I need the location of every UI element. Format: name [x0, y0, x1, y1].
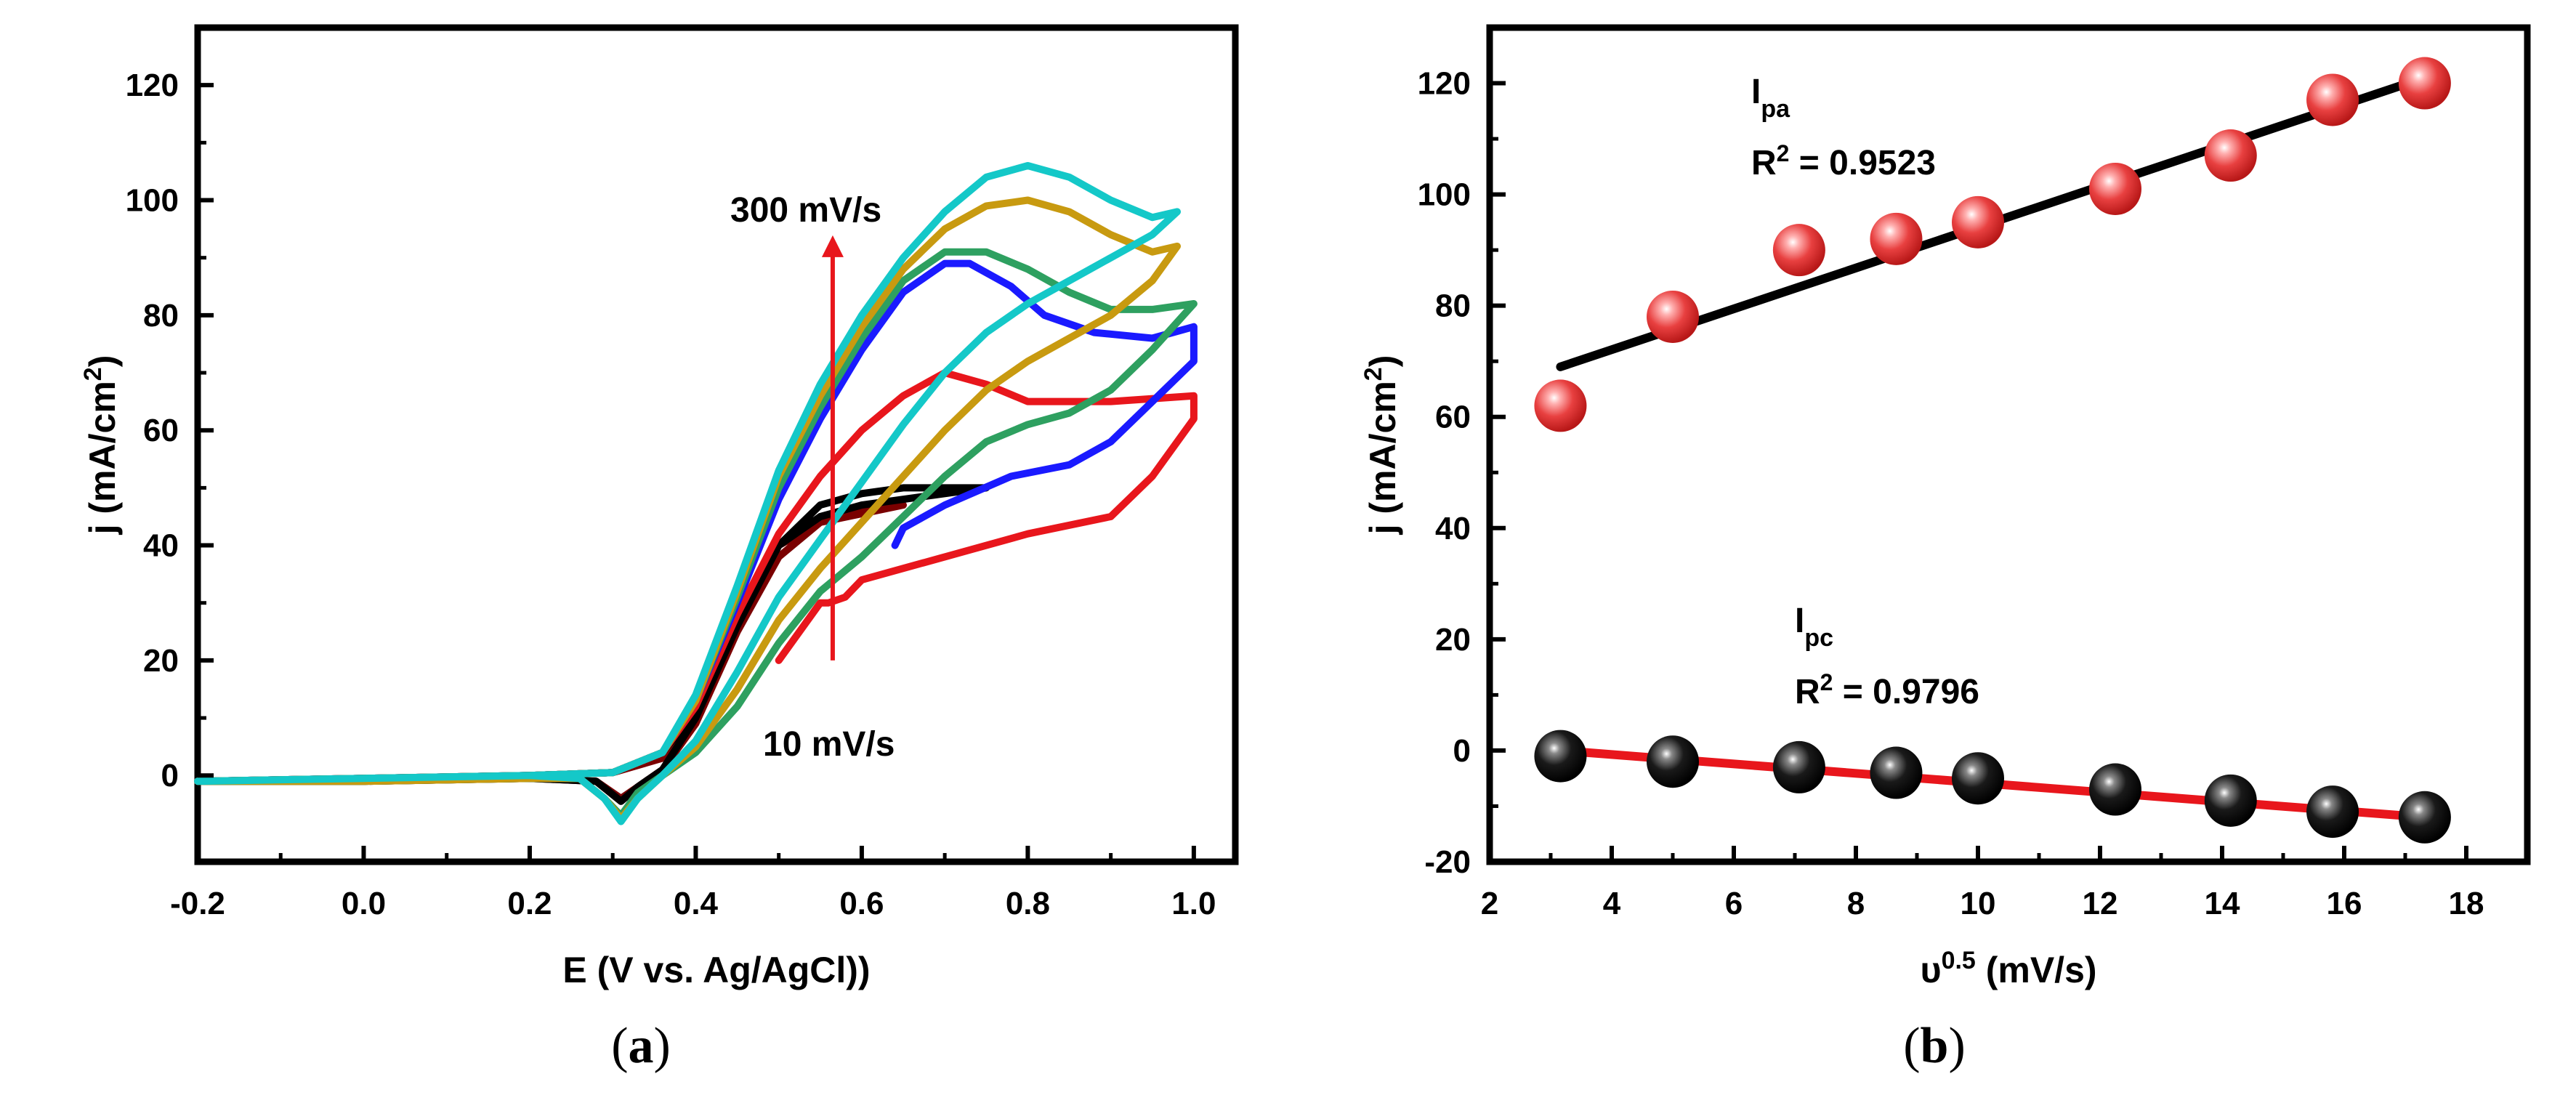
data-point-ipa: [2089, 162, 2141, 215]
data-point-ipa: [1772, 224, 1825, 277]
data-point-ipa: [2398, 57, 2451, 110]
panel-a-y-tick-label: 120: [126, 68, 179, 103]
data-point-ipc: [1772, 740, 1825, 793]
panel-b-x-tick-label: 6: [1725, 886, 1743, 921]
annotation-10-mvs: 10 mV/s: [763, 725, 895, 764]
panel-b-x-tick-label: 10: [1961, 886, 1996, 921]
panel-a-y-tick-label: 80: [143, 298, 179, 334]
panel-b-y-tick-label: 120: [1418, 66, 1471, 102]
panel-b-fit-lines: [1556, 73, 2429, 822]
data-point-ipa: [1534, 379, 1587, 432]
panel-a-cyclic-voltammogram: -0.2 0.0 0.2 0.4 0.6 0.8 1.0 0 20 40 60 80 100 120 3…: [79, 24, 1239, 1074]
panel-b-current-vs-sqrt-scan-rate: 2 4 6 8 10 12 14 16 18 -20 0 20 40 60 80 100 120 Ipa R2…: [1360, 24, 2531, 1074]
panel-b-plot-frame: [1486, 24, 2531, 865]
data-point-ipa: [2306, 73, 2359, 126]
panel-b-x-tick-label: 2: [1481, 886, 1498, 921]
panel-a-y-ticks: 0 20 40 60 80 100 120: [126, 68, 214, 793]
data-point-ipc: [1952, 752, 2004, 805]
panel-b-x-axis-title: υ0.5 (mV/s): [1920, 947, 2096, 990]
cv-curve-300-mv-s: [194, 162, 1181, 825]
panel-a-y-tick-label: 100: [126, 183, 179, 219]
data-point-ipc: [1647, 735, 1699, 788]
panel-b-y-ticks: -20 0 20 40 60 80 100 120: [1418, 66, 1506, 880]
panel-b-y-tick-label: 20: [1435, 622, 1471, 658]
data-point-ipc: [2306, 785, 2359, 839]
panel-b-y-axis-title: j (mA/cm2): [1360, 355, 1403, 536]
data-point-ipc: [1534, 730, 1587, 783]
panel-b-x-tick-label: 18: [2449, 886, 2484, 921]
panel-a-x-tick-label: 0.2: [507, 886, 552, 921]
panel-b-x-tick-label: 12: [2083, 886, 2118, 921]
panel-b-x-ticks: 2 4 6 8 10 12 14 16 18: [1481, 846, 2484, 921]
panel-a-x-ticks: -0.2 0.0 0.2 0.4 0.6 0.8 1.0: [170, 846, 1216, 921]
panel-a-y-tick-label: 20: [143, 643, 179, 679]
panel-b-caption: (b): [1903, 1018, 1966, 1074]
panel-b-y-tick-label: -20: [1424, 844, 1471, 880]
panel-a-x-tick-label: -0.2: [170, 886, 225, 921]
panel-b-data-points: [1534, 57, 2451, 844]
panel-a-plot-frame: [194, 24, 1239, 865]
data-point-ipc: [1870, 746, 1923, 799]
panel-b-y-tick-label: 0: [1453, 733, 1471, 769]
panel-b-y-tick-label: 60: [1435, 400, 1471, 435]
data-point-ipa: [1647, 290, 1699, 343]
panel-b-x-tick-label: 16: [2327, 886, 2362, 921]
panel-a-x-tick-label: 0.4: [674, 886, 719, 921]
data-point-ipc: [2089, 763, 2141, 816]
data-point-ipa: [2204, 129, 2257, 182]
panel-a-y-tick-label: 0: [161, 758, 179, 793]
data-point-ipc: [2398, 791, 2451, 844]
panel-b-x-tick-label: 14: [2205, 886, 2240, 921]
ipc-label: Ipc: [1795, 602, 1833, 652]
panel-a-x-tick-label: 0.0: [342, 886, 386, 921]
panel-a-x-axis-title: E (V vs. Ag/AgCl)): [562, 950, 870, 990]
data-point-ipa: [1952, 195, 2004, 249]
panel-b-y-tick-label: 100: [1418, 177, 1471, 213]
panel-b-x-tick-label: 4: [1603, 886, 1621, 921]
ipc-r2-label: R2 = 0.9796: [1795, 669, 1979, 711]
panel-a-y-tick-label: 40: [143, 528, 179, 564]
panel-a-x-tick-label: 0.8: [1006, 886, 1050, 921]
panel-a-y-tick-label: 60: [143, 413, 179, 448]
ipa-r2-label: R2 = 0.9523: [1751, 140, 1936, 182]
annotation-300-mvs: 300 mV/s: [730, 191, 881, 230]
ipa-label: Ipa: [1751, 73, 1790, 123]
panel-b-y-tick-label: 40: [1435, 511, 1471, 546]
panel-b-y-tick-label: 80: [1435, 288, 1471, 324]
panel-a-x-tick-label: 0.6: [839, 886, 884, 921]
panel-b-x-tick-label: 8: [1847, 886, 1865, 921]
panel-a-y-axis-title: j (mA/cm2): [79, 355, 123, 536]
data-point-ipa: [1870, 212, 1923, 265]
panel-a-caption: (a): [611, 1018, 671, 1074]
panel-a-x-tick-label: 1.0: [1171, 886, 1216, 921]
data-point-ipc: [2204, 774, 2257, 827]
panel-a-curves: [194, 162, 1198, 825]
